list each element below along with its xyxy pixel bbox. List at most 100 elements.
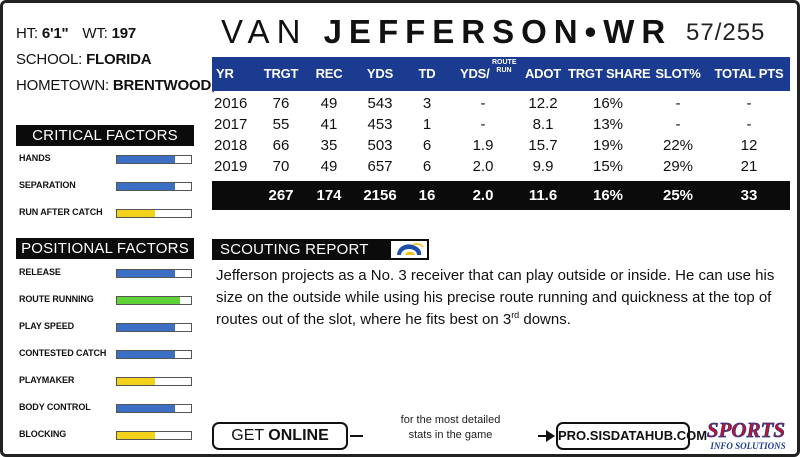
table-cell: 12 xyxy=(740,137,758,154)
positional-factors-heading: POSITIONAL FACTORS xyxy=(16,238,194,259)
table-row: 2019 70 49 657 6 2.0 9.9 15% 29% 21 xyxy=(212,156,790,177)
factor-rating-fill xyxy=(117,156,175,163)
table-cell: 15.7 xyxy=(528,137,558,154)
factor-label: BLOCKING xyxy=(19,429,67,439)
factor-rating-bar xyxy=(116,431,192,440)
factor-rating-fill xyxy=(117,324,175,331)
table-cell: - xyxy=(675,116,681,133)
factor-row: SEPARATION xyxy=(19,179,194,193)
table-cell: - xyxy=(480,95,486,112)
column-header: TOTAL PTS xyxy=(714,66,784,81)
totals-cell: 2156 xyxy=(363,187,397,204)
totals-cell: 267 xyxy=(268,187,294,204)
table-cell: 22% xyxy=(662,137,694,154)
column-header: TRGT xyxy=(263,66,299,81)
table-cell: 453 xyxy=(367,116,393,133)
table-cell: - xyxy=(480,116,486,133)
column-header: SLOT% xyxy=(655,66,701,81)
scouting-report-title: SCOUTING REPORT xyxy=(220,241,369,258)
table-cell: - xyxy=(675,95,681,112)
table-cell: 35 xyxy=(320,137,338,154)
table-row: 2016 76 49 543 3 - 12.2 16% - - xyxy=(212,93,790,114)
route-run-subheader: ROUTE RUN xyxy=(492,59,517,74)
hometown-label: HOMETOWN: xyxy=(16,77,109,94)
tagline-line-2: stats in the game xyxy=(408,429,493,441)
school-label: SCHOOL: xyxy=(16,51,83,68)
table-cell: 76 xyxy=(272,95,290,112)
arrow-right-icon xyxy=(546,430,555,442)
table-cell: 1 xyxy=(422,116,432,133)
player-bio: HT: 6'1" WT: 197 SCHOOL: FLORIDA HOMETOW… xyxy=(16,21,237,99)
factor-label: BODY CONTROL xyxy=(19,402,91,412)
factor-label: PLAY SPEED xyxy=(19,321,75,331)
factor-rating-bar xyxy=(116,182,192,191)
totals-cell: 16 xyxy=(418,187,436,204)
tagline-line-1: for the most detailed xyxy=(400,414,501,426)
sisdatahub-link[interactable]: PRO.SISDATAHUB.COM xyxy=(556,422,707,450)
weight-label: WT: xyxy=(82,25,108,42)
table-cell: 2.0 xyxy=(472,158,494,175)
last-name: JEFFERSON xyxy=(323,13,585,50)
factor-row: RELEASE xyxy=(19,266,194,280)
table-cell: 66 xyxy=(272,137,290,154)
factor-rating-fill xyxy=(117,432,156,439)
factor-rating-bar xyxy=(116,155,192,164)
factor-row: BODY CONTROL xyxy=(19,401,194,415)
scouting-report-text: Jefferson projects as a No. 3 receiver t… xyxy=(216,265,786,331)
table-cell: 2016 xyxy=(214,95,248,112)
table-cell: 13% xyxy=(592,116,624,133)
factor-rating-bar xyxy=(116,209,192,218)
scouting-text-main: Jefferson projects as a No. 3 receiver t… xyxy=(216,267,775,328)
table-cell: 19% xyxy=(592,137,624,154)
factor-rating-bar xyxy=(116,404,192,413)
factor-row: PLAY SPEED xyxy=(19,320,194,334)
column-header: ADOT xyxy=(524,66,562,81)
table-cell: 41 xyxy=(320,116,338,133)
factor-rating-bar xyxy=(116,350,192,359)
table-cell: 55 xyxy=(272,116,290,133)
table-cell: 70 xyxy=(272,158,290,175)
name-separator: • xyxy=(584,13,604,50)
logo-sub-text: INFO SOLUTIONS xyxy=(709,441,785,451)
factor-label: RELEASE xyxy=(19,267,61,277)
factor-rating-fill xyxy=(117,378,156,385)
factor-rating-bar xyxy=(116,377,192,386)
totals-cell: 16% xyxy=(592,187,624,204)
table-cell: 657 xyxy=(367,158,393,175)
factor-label: CONTESTED CATCH xyxy=(19,348,107,358)
factor-rating-fill xyxy=(117,351,175,358)
table-cell: 15% xyxy=(592,158,624,175)
height-weight-row: HT: 6'1" WT: 197 xyxy=(16,21,206,47)
factor-rating-fill xyxy=(117,210,156,217)
table-row: 2017 55 41 453 1 - 8.1 13% - - xyxy=(212,114,790,135)
factor-row: RUN AFTER CATCH xyxy=(19,206,194,220)
factor-row: HANDS xyxy=(19,152,194,166)
player-position: WR xyxy=(603,13,673,50)
scouting-text-end: downs. xyxy=(519,311,571,328)
totals-cell xyxy=(212,181,258,210)
table-cell: 6 xyxy=(422,158,432,175)
factor-label: PLAYMAKER xyxy=(19,375,75,385)
factor-rating-bar xyxy=(116,323,192,332)
scouting-report-heading: SCOUTING REPORT xyxy=(212,239,429,260)
totals-cell: 174 xyxy=(316,187,342,204)
player-name: VAN JEFFERSON•WR xyxy=(221,13,672,51)
totals-cell: 25% xyxy=(662,187,694,204)
totals-cell: 11.6 xyxy=(528,187,558,204)
factor-rating-fill xyxy=(117,270,175,277)
table-cell: 543 xyxy=(367,95,393,112)
column-header: YR xyxy=(216,66,234,81)
stats-table-header: YR TRGT REC YDS TD YDS/ADOT TRGT SHARE SLOT% TOT… xyxy=(212,57,790,91)
hometown-row: HOMETOWN: BRENTWOOD, FL xyxy=(16,73,237,99)
weight-value: 197 xyxy=(111,25,137,42)
factor-rating-bar xyxy=(116,296,192,305)
factor-row: BLOCKING xyxy=(19,428,194,442)
column-header: TD xyxy=(418,66,436,81)
school-value: FLORIDA xyxy=(86,51,152,68)
get-online-button[interactable]: GET ONLINE xyxy=(212,422,348,450)
totals-cell: 2.0 xyxy=(472,187,494,204)
column-header: TRGT SHARE xyxy=(568,66,651,81)
column-header: REC xyxy=(315,66,343,81)
column-header: YDS/ xyxy=(460,66,490,81)
